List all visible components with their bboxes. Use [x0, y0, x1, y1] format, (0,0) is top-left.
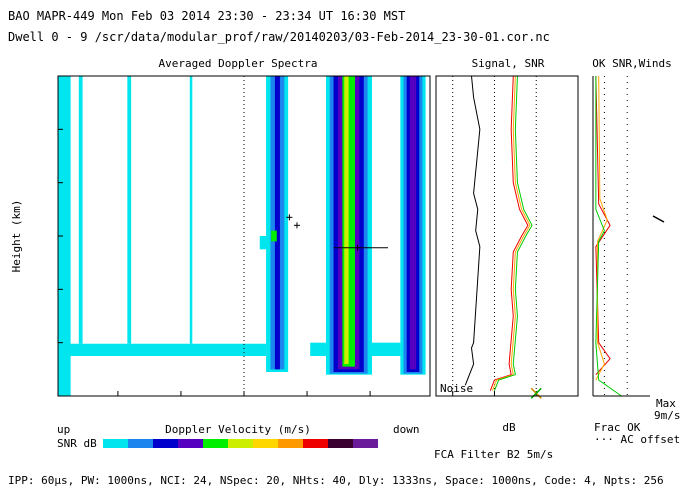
wind-barb [652, 215, 665, 223]
spectra-band-14 [58, 343, 267, 356]
spectra-band-3 [274, 76, 280, 370]
colorbar-swatch-7 [278, 439, 303, 448]
signal-title: Signal, SNR [472, 57, 545, 70]
ok-snr-title: OK SNR,Winds [592, 57, 671, 70]
spectra-plot-layer [58, 75, 426, 397]
header-line-2: Dwell 0 - 9 /scr/data/modular_prof/raw/2… [8, 30, 550, 44]
spectra-band-0 [58, 76, 71, 396]
signal-surface-marker-b [530, 387, 542, 399]
wind-marker-2 [354, 244, 361, 251]
noise-label: Noise [440, 382, 473, 395]
colorbar-swatch-9 [328, 439, 353, 448]
down-label: down [393, 423, 420, 436]
ac-offset-text: AC offset [621, 433, 681, 446]
wind-marker-0 [286, 214, 293, 221]
signal-series-1 [489, 75, 529, 391]
wind-marker-1 [293, 222, 300, 229]
ok-snr-plot-layer [595, 75, 665, 397]
ac-offset-label: ··· AC offset [594, 433, 680, 446]
colorbar-swatch-3 [178, 439, 203, 448]
spectra-band-16 [127, 76, 132, 344]
colorbar-swatch-5 [228, 439, 253, 448]
spectra-title: Averaged Doppler Spectra [159, 57, 318, 70]
spectra-band-20 [271, 230, 277, 242]
spectra-band-21 [259, 236, 270, 250]
ok-series-2 [595, 76, 622, 397]
spectra-band-17 [189, 76, 193, 344]
signal-x-label: dB [502, 421, 516, 434]
spectra-band-19 [371, 342, 401, 356]
max-value: 9m/s [654, 409, 681, 422]
colorbar-swatch-4 [203, 439, 228, 448]
colorbar-swatch-10 [353, 439, 378, 448]
header-line-1: BAO MAPR-449 Mon Feb 03 2014 23:30 - 23:… [8, 9, 405, 23]
signal-series-2 [491, 75, 531, 391]
spectra-y-label: Height (km) [10, 200, 23, 273]
fca-filter-text: FCA Filter B2 5m/s [434, 448, 553, 461]
colorbar-swatch-6 [253, 439, 278, 448]
ok-series-1 [595, 75, 608, 381]
frac-ok-label: Frac OK [594, 421, 641, 434]
colorbar-swatch-2 [153, 439, 178, 448]
spectra-frame [57, 75, 431, 397]
spectra-x-label: Doppler Velocity (m/s) [165, 423, 311, 436]
max-label: Max [656, 397, 676, 410]
colorbar-label: SNR dB [57, 437, 97, 450]
signal-series-0 [464, 75, 481, 386]
signal-frame [435, 75, 579, 397]
spectra-band-18 [310, 342, 326, 356]
signal-series-3 [494, 75, 533, 391]
colorbar-swatch-8 [303, 439, 328, 448]
spectra-band-9 [344, 76, 349, 364]
colorbar-swatch-0 [103, 439, 128, 448]
signal-plot-layer [452, 75, 579, 399]
radar-params: IPP: 60µs, PW: 1000ns, NCI: 24, NSpec: 2… [8, 474, 664, 487]
colorbar-swatch-1 [128, 439, 153, 448]
up-label: up [57, 423, 70, 436]
ok-series-0 [595, 75, 611, 375]
spectra-band-15 [78, 76, 83, 344]
spectra-band-13 [409, 76, 417, 370]
colorbar [103, 439, 378, 448]
